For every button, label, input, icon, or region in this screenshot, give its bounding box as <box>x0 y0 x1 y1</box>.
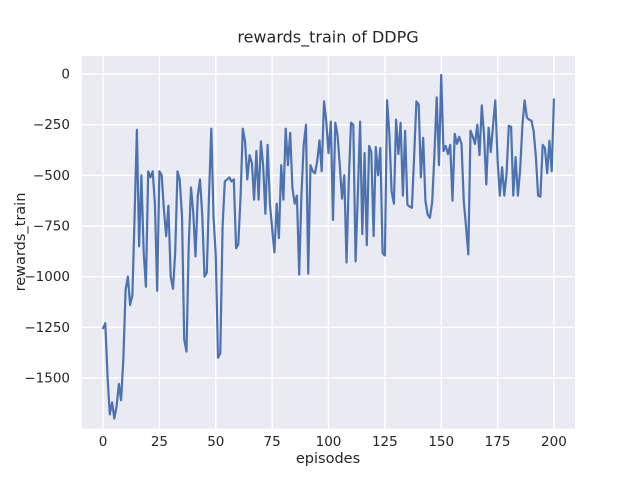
x-tick-label: 200 <box>541 434 567 450</box>
reward-line <box>101 73 556 420</box>
x-tick-label: 150 <box>428 434 454 450</box>
y-tick-label: −1000 <box>24 269 70 285</box>
x-tick-label: 25 <box>151 434 168 450</box>
chart-title: rewards_train of DDPG <box>237 27 419 47</box>
x-tick-label: 75 <box>264 434 281 450</box>
x-axis-label: episodes <box>295 451 361 467</box>
y-tick-label: −500 <box>33 168 70 184</box>
x-tick-label: 125 <box>372 434 398 450</box>
y-tick-label: −250 <box>33 117 70 133</box>
x-tick-label: 50 <box>207 434 224 450</box>
y-axis-label: rewards_train <box>13 192 29 292</box>
y-tick-label: 0 <box>61 67 70 83</box>
x-tick-label: 175 <box>485 434 511 450</box>
y-tick-label: −1250 <box>24 320 70 336</box>
x-tick-label: 0 <box>99 434 108 450</box>
y-tick-label: −1500 <box>24 370 70 386</box>
y-tick-label: −750 <box>33 218 70 234</box>
x-tick-label: 100 <box>316 434 342 450</box>
